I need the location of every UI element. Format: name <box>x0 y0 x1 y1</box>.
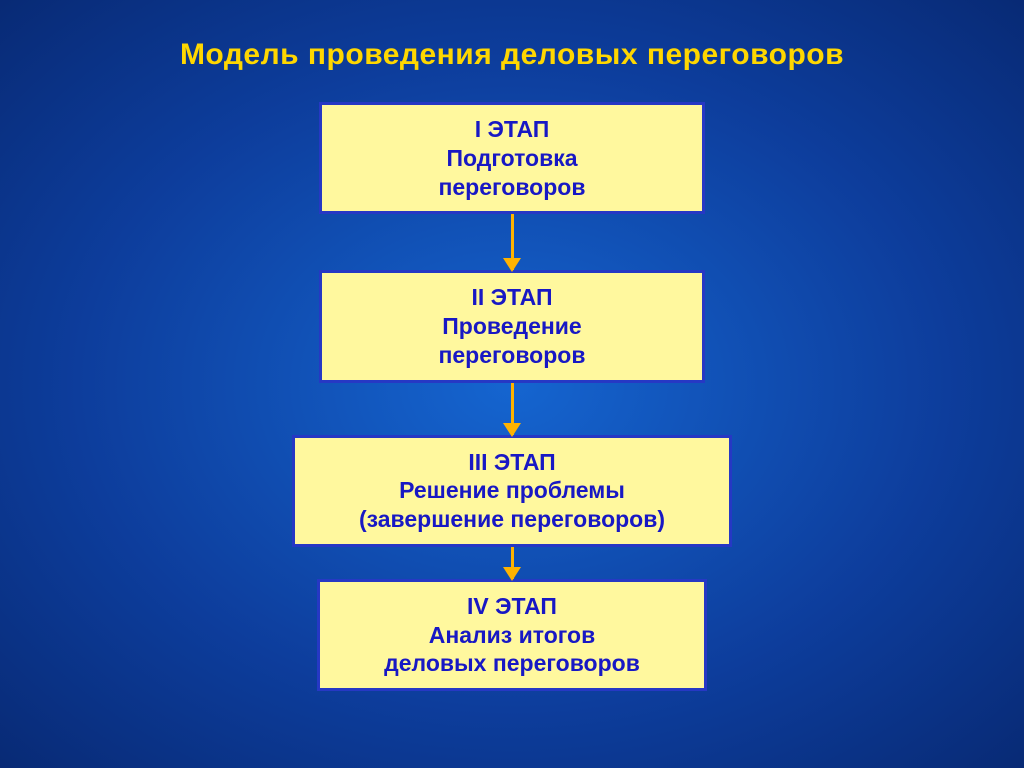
page-title: Модель проведения деловых переговоров <box>0 0 1024 72</box>
node-line: II ЭТАП <box>472 283 553 312</box>
flow-node-stage3: III ЭТАП Решение проблемы (завершение пе… <box>292 435 732 547</box>
node-line: деловых переговоров <box>384 649 640 678</box>
node-line: Решение проблемы <box>399 476 625 505</box>
flow-arrow <box>511 383 514 435</box>
flow-arrow <box>511 547 514 579</box>
flow-node-stage4: IV ЭТАП Анализ итогов деловых переговоро… <box>317 579 707 691</box>
node-line: переговоров <box>439 173 586 202</box>
flowchart-container: I ЭТАП Подготовка переговоров II ЭТАП Пр… <box>0 102 1024 691</box>
node-line: IV ЭТАП <box>467 592 557 621</box>
node-line: III ЭТАП <box>468 448 555 477</box>
node-line: (завершение переговоров) <box>359 505 665 534</box>
node-line: Анализ итогов <box>429 621 595 650</box>
node-line: Проведение <box>442 312 581 341</box>
node-line: переговоров <box>439 341 586 370</box>
flow-node-stage1: I ЭТАП Подготовка переговоров <box>319 102 705 214</box>
flow-arrow <box>511 214 514 270</box>
node-line: I ЭТАП <box>475 115 550 144</box>
flow-node-stage2: II ЭТАП Проведение переговоров <box>319 270 705 382</box>
node-line: Подготовка <box>446 144 577 173</box>
